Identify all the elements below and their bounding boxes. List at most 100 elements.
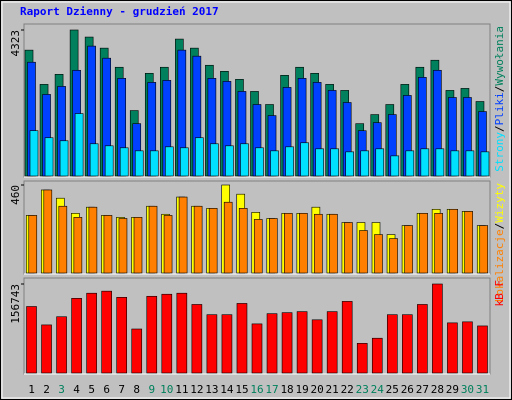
legend: Strony/Pliki/Wywołania (493, 26, 506, 172)
bar (104, 145, 114, 177)
bar (371, 337, 383, 374)
bar (44, 137, 54, 177)
bar (176, 292, 188, 374)
bar (103, 215, 113, 274)
bar (326, 311, 338, 374)
bar (59, 140, 69, 177)
bar (134, 150, 144, 177)
bar (210, 143, 219, 177)
bar (434, 213, 443, 274)
bar (149, 150, 159, 177)
x-tick-label: 11 (175, 383, 188, 396)
x-tick-label: 24 (371, 383, 385, 396)
bar (240, 143, 249, 177)
bar (29, 130, 39, 177)
x-tick-label: 31 (476, 383, 489, 396)
y-tick-label: 460 (9, 185, 22, 205)
legend-entry: Wywołania (493, 26, 506, 86)
x-tick-label: 3 (58, 383, 65, 396)
x-tick-label: 29 (446, 383, 459, 396)
x-tick-label: 4 (73, 383, 80, 396)
bar (178, 196, 188, 274)
x-tick-label: 2 (43, 383, 50, 396)
bar (311, 319, 323, 374)
bar (374, 234, 383, 274)
bar (480, 151, 490, 177)
bar (375, 148, 385, 177)
bar (146, 295, 158, 374)
bar (450, 150, 460, 177)
x-tick-label: 16 (250, 383, 263, 396)
bar (330, 148, 339, 177)
bar (285, 146, 294, 177)
bar (236, 303, 248, 374)
bar (268, 218, 278, 274)
x-tick-label: 17 (265, 383, 278, 396)
x-tick-label: 26 (401, 383, 414, 396)
bar (71, 298, 82, 374)
bar (86, 292, 97, 374)
x-tick-label: 9 (148, 383, 155, 396)
bar (477, 325, 488, 374)
bar (405, 150, 415, 177)
bar (345, 151, 354, 177)
bar (116, 296, 128, 374)
bar (119, 147, 129, 177)
x-tick-label: 22 (341, 383, 354, 396)
legend: Lokalizacje/Wizyty (493, 183, 506, 303)
bar (281, 312, 293, 374)
bar (404, 225, 413, 274)
bar (208, 208, 218, 274)
legend: kB F (493, 280, 506, 307)
bar (447, 322, 458, 374)
bar (133, 217, 143, 274)
bar (56, 316, 67, 374)
bar (389, 238, 398, 274)
bar (26, 306, 37, 374)
x-tick-label: 20 (311, 383, 324, 396)
bar (89, 143, 99, 177)
bar (195, 137, 204, 177)
bar (360, 150, 370, 177)
x-tick-label: 7 (118, 383, 125, 396)
legend-entry: Lokalizacje (493, 229, 506, 302)
bar (359, 230, 368, 274)
bar (193, 205, 203, 274)
bar (284, 213, 293, 274)
bar (148, 205, 158, 274)
bar (161, 293, 173, 374)
legend-entry: Strony (493, 132, 506, 172)
bar (432, 283, 443, 374)
legend-separator: / (493, 86, 506, 93)
x-tick-label: 19 (295, 383, 308, 396)
bar (253, 219, 263, 274)
bar (238, 208, 248, 274)
x-tick-label: 1 (28, 383, 35, 396)
bar (58, 205, 68, 274)
x-tick-label: 21 (326, 383, 339, 396)
bar (41, 324, 52, 374)
bar (251, 323, 263, 374)
bar (341, 301, 353, 374)
x-tick-label: 13 (205, 383, 218, 396)
x-tick-label: 10 (160, 383, 173, 396)
bar (417, 304, 428, 374)
bar (462, 321, 473, 374)
bar (390, 155, 400, 177)
bar (356, 343, 368, 374)
bar (420, 148, 430, 177)
bar (386, 314, 398, 374)
bar (315, 148, 324, 177)
bar (299, 213, 308, 274)
bar (344, 222, 353, 274)
legend-entry: Wizyty (493, 183, 506, 223)
bar (221, 314, 233, 374)
x-tick-label: 28 (431, 383, 444, 396)
bar (163, 215, 173, 274)
x-tick-label: 15 (235, 383, 248, 396)
x-tick-label: 6 (103, 383, 110, 396)
bar (118, 218, 128, 274)
